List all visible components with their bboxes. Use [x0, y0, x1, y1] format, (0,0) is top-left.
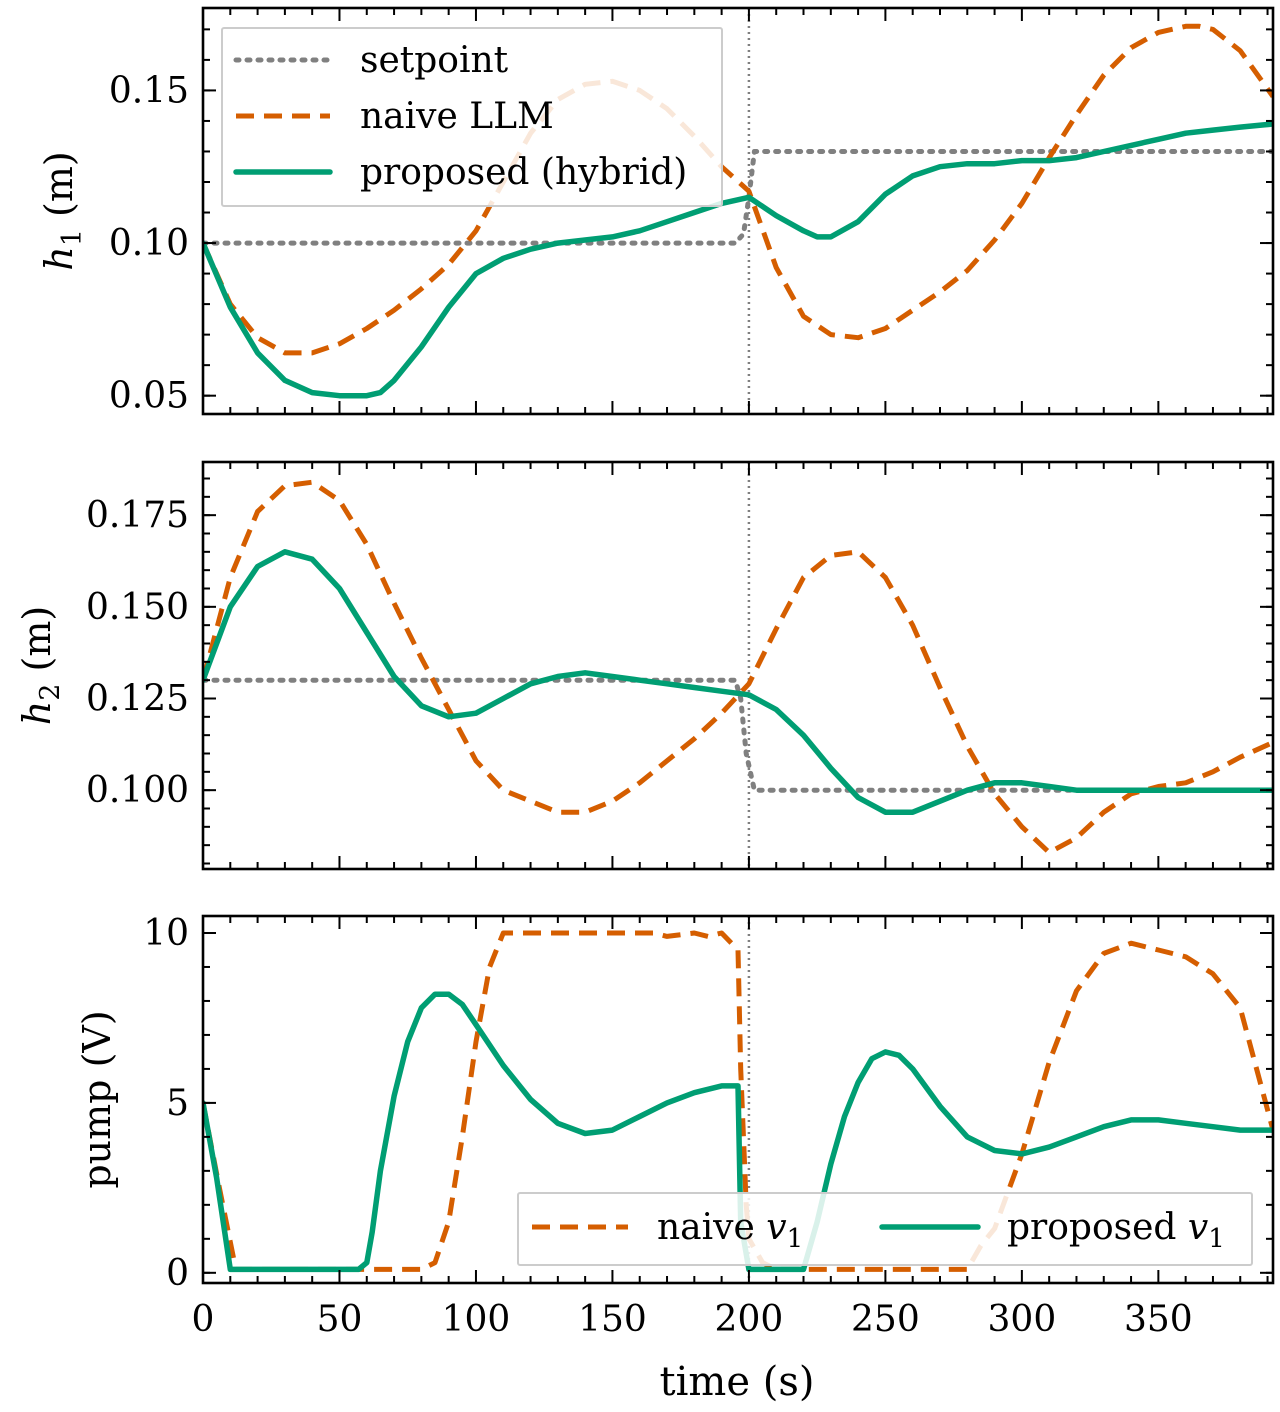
- legend-label-text: naive: [657, 1207, 766, 1248]
- y-tick-label: 0.10: [109, 223, 189, 264]
- x-tick-label: 300: [988, 1299, 1057, 1340]
- series-line-naive: [203, 930, 1273, 1272]
- y-tick-label: 0.150: [86, 587, 189, 628]
- y-tick-label: 0.15: [109, 70, 189, 111]
- legend: naive v1 proposed v1: [517, 1192, 1253, 1266]
- y-axis-label: pump (V): [75, 1010, 119, 1188]
- series-line-setpoint: [203, 149, 1273, 246]
- x-tick-label: 0: [192, 1299, 215, 1340]
- y-axis-label-var: h: [15, 701, 59, 725]
- y-tick-label: 0: [166, 1253, 189, 1294]
- y-axis-label-unit: (m): [15, 606, 59, 684]
- y-tick-label: 10: [143, 913, 189, 954]
- axes-frame: [201, 914, 1275, 1285]
- axes-frame: [201, 6, 1275, 416]
- y-tick-label: 0.100: [86, 770, 189, 811]
- legend: setpoint naive LLM proposed (hybrid): [221, 27, 723, 207]
- series-line-proposed: [203, 549, 1273, 815]
- panel-h1: 0.05 0.10 0.15 h1 (m) setpoint naive LLM propo…: [37, 6, 1275, 417]
- y-axis-label-sub: 1: [57, 229, 88, 246]
- legend-label-setpoint: setpoint: [360, 40, 509, 81]
- plot-area: [203, 916, 1273, 1283]
- y-tick-label: 0.05: [109, 376, 189, 417]
- x-axis-label: time (s): [660, 1359, 815, 1405]
- y-tick-label: 0.125: [86, 679, 189, 720]
- x-tick-label: 100: [442, 1299, 511, 1340]
- y-tick-label: 0.175: [86, 495, 189, 536]
- y-axis-label: h2 (m): [15, 606, 66, 725]
- plot-area: [203, 8, 1273, 414]
- x-tick-label: 50: [317, 1299, 363, 1340]
- series-line-proposed: [203, 121, 1273, 399]
- x-tick-label: 150: [578, 1299, 647, 1340]
- x-tick-label: 250: [851, 1299, 920, 1340]
- legend-label-naive: naive v1: [657, 1207, 803, 1254]
- legend-label-var: v: [1188, 1207, 1208, 1248]
- plot-area: [203, 462, 1273, 869]
- y-axis-label: h1 (m): [37, 151, 88, 270]
- legend-label-naive: naive LLM: [360, 96, 554, 137]
- x-tick-label: 350: [1124, 1299, 1193, 1340]
- series-line-naive: [203, 479, 1273, 855]
- y-axis-label-sub: 2: [35, 684, 66, 701]
- legend-box: [221, 27, 723, 207]
- y-axis-label-unit: (m): [37, 151, 81, 229]
- panel-h2: 0.100 0.125 0.150 0.175 h2 (m): [15, 460, 1275, 871]
- y-tick-label: 5: [166, 1083, 189, 1124]
- legend-label-sub: 1: [787, 1224, 804, 1254]
- y-axis-label-var: h: [37, 246, 81, 270]
- legend-label-proposed: proposed (hybrid): [360, 152, 687, 193]
- legend-label-sub: 1: [1208, 1224, 1225, 1254]
- legend-label-var: v: [766, 1207, 786, 1248]
- legend-label-proposed: proposed v1: [1007, 1207, 1225, 1254]
- series-line-naive: [203, 23, 1273, 356]
- x-tick-label: 200: [715, 1299, 784, 1340]
- axes-frame: [201, 460, 1275, 871]
- series-line-proposed: [203, 991, 1273, 1273]
- legend-label-text: proposed: [1007, 1207, 1188, 1248]
